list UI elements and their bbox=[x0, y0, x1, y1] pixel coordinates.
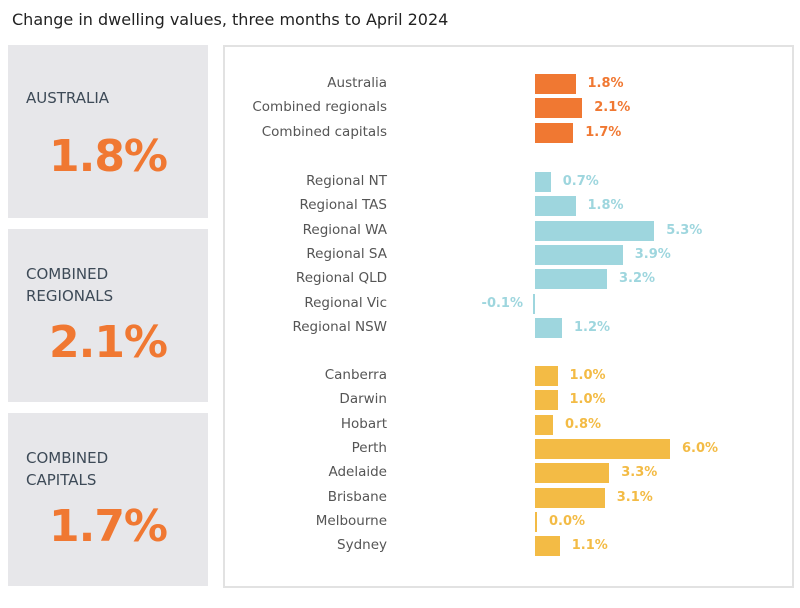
card-value: 1.8% bbox=[48, 131, 168, 182]
bar bbox=[535, 390, 558, 411]
bar bbox=[535, 487, 605, 508]
category-label: Regional TAS bbox=[299, 197, 387, 214]
data-label: 2.1% bbox=[594, 100, 631, 116]
data-label: 3.2% bbox=[619, 271, 656, 287]
summary-card: COMBINED REGIONALS 2.1% bbox=[8, 229, 208, 402]
category-label: Regional NT bbox=[306, 173, 387, 189]
bar bbox=[535, 463, 610, 484]
category-label: Brisbane bbox=[327, 488, 387, 505]
chart-title: Change in dwelling values, three months … bbox=[12, 10, 449, 29]
data-label: 1.2% bbox=[574, 319, 611, 335]
card-value: 1.7% bbox=[48, 501, 168, 552]
summary-card: COMBINED CAPITALS 1.7% bbox=[8, 413, 208, 586]
card-value: 2.1% bbox=[48, 317, 168, 368]
bar bbox=[535, 269, 607, 290]
chart-panel bbox=[223, 45, 794, 588]
data-label: 0.0% bbox=[549, 513, 586, 529]
data-label: 3.3% bbox=[621, 465, 658, 481]
data-label: 3.9% bbox=[634, 246, 671, 262]
category-label: Sydney bbox=[337, 537, 387, 554]
data-label: 6.0% bbox=[682, 440, 719, 456]
category-label: Perth bbox=[351, 439, 387, 456]
bar bbox=[535, 414, 553, 435]
data-label: -0.1% bbox=[481, 295, 523, 311]
data-label: 3.1% bbox=[616, 489, 653, 505]
bar bbox=[535, 511, 537, 532]
data-label: 1.0% bbox=[569, 392, 606, 408]
data-label: 5.3% bbox=[666, 222, 703, 238]
category-label: Adelaide bbox=[328, 464, 387, 481]
category-label: Canberra bbox=[324, 367, 387, 383]
bar bbox=[535, 438, 670, 459]
bar bbox=[532, 293, 535, 314]
category-label: Darwin bbox=[339, 391, 387, 408]
category-label: Combined capitals bbox=[261, 123, 387, 140]
card-label: COMBINED REGIONALS bbox=[26, 265, 114, 305]
bar bbox=[535, 220, 655, 241]
category-label: Regional WA bbox=[302, 221, 387, 238]
category-label: Australia bbox=[327, 75, 387, 91]
data-label: 1.7% bbox=[585, 124, 622, 140]
category-label: Regional SA bbox=[306, 245, 387, 262]
summary-card: AUSTRALIA 1.8% bbox=[8, 45, 208, 218]
data-label: 1.8% bbox=[587, 76, 624, 91]
bar bbox=[535, 98, 583, 119]
bar bbox=[535, 366, 558, 386]
bar bbox=[535, 317, 562, 338]
bar bbox=[535, 536, 560, 557]
category-label: Melbourne bbox=[315, 512, 387, 529]
category-label: Regional QLD bbox=[295, 270, 387, 287]
data-label: 0.8% bbox=[565, 416, 602, 432]
category-label: Regional NSW bbox=[292, 318, 387, 335]
bar bbox=[535, 172, 551, 192]
data-label: 1.1% bbox=[571, 538, 608, 554]
category-label: Regional Vic bbox=[304, 294, 387, 311]
bar bbox=[535, 122, 574, 143]
card-label: AUSTRALIA bbox=[26, 89, 110, 107]
data-label: 1.8% bbox=[587, 198, 624, 214]
category-label: Combined regionals bbox=[252, 99, 387, 116]
card-label: COMBINED CAPITALS bbox=[26, 449, 109, 489]
category-label: Hobart bbox=[340, 415, 387, 432]
bar bbox=[535, 74, 576, 94]
data-label: 0.7% bbox=[562, 174, 599, 189]
bar bbox=[535, 196, 576, 217]
bar bbox=[535, 244, 623, 265]
data-label: 1.0% bbox=[569, 368, 606, 383]
